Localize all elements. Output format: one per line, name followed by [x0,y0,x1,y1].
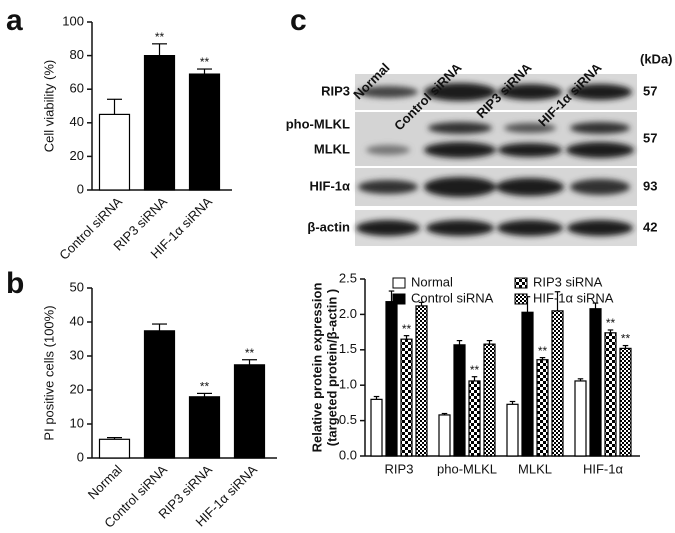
x-tick-label: HIF-1α [583,461,624,476]
significance: ** [606,316,616,330]
significance: ** [621,332,631,346]
blot [355,74,637,246]
bar [574,380,587,457]
kda-value: 42 [643,219,657,234]
y-tick-label: 40 [70,114,84,129]
y-axis-label: PI positive cells (100%) [41,305,56,440]
bar [233,364,266,459]
significance: ** [245,346,255,360]
legend-swatch [392,293,406,305]
bar [619,347,632,457]
y-axis-label: Cell viability (%) [41,60,56,152]
y-axis-label: Relative protein expression [309,283,324,453]
bar [468,380,481,457]
y-tick-label: 2.0 [339,306,357,321]
bar [506,403,519,457]
significance: ** [402,322,412,336]
legend-label: Normal [411,274,453,289]
bar [385,301,398,457]
kda-value: 57 [643,83,657,98]
x-tick-label: Normal [85,462,125,502]
legend-label: HIF-1α siRNA [533,290,614,305]
legend-swatch [392,277,406,289]
bar [483,343,496,457]
kda-value: 57 [643,130,657,145]
y-tick-label: 30 [70,347,84,362]
y-tick-label: 50 [70,279,84,294]
y-tick-label: 40 [70,313,84,328]
legend-label: Control siRNA [411,290,494,305]
significance: ** [470,363,480,377]
y-tick-label: 100 [62,13,84,28]
bar [536,359,549,457]
bar [143,330,176,459]
panel-letter: a [6,4,23,37]
blot-row-label: MLKL [314,141,350,156]
legend-label: RIP3 siRNA [533,274,603,289]
y-tick-label: 2.5 [339,270,357,285]
legend-swatch [514,277,528,289]
y-tick-label: 10 [70,415,84,430]
bar [98,113,131,191]
bar [521,311,534,457]
legend-swatch [514,293,528,305]
y-axis-label: (targeted protein/β-actin ) [324,289,339,446]
bar [188,396,221,459]
y-tick-label: 0 [77,449,84,464]
blot-row-label: RIP3 [321,83,350,98]
significance: ** [200,55,210,69]
y-tick-label: 0 [77,181,84,196]
bar [604,332,617,457]
y-tick-label: 20 [70,381,84,396]
panel-letter: c [290,4,307,37]
bar [453,344,466,457]
bar [400,338,413,457]
significance: ** [538,344,548,358]
bar [370,398,383,457]
y-tick-label: 80 [70,47,84,62]
y-tick-label: 60 [70,81,84,96]
x-tick-label: MLKL [518,461,552,476]
y-tick-label: 0.5 [339,412,357,427]
kda-unit: (kDa) [640,51,673,66]
y-tick-label: 0.0 [339,447,357,462]
blot-row-label: β-actin [307,219,350,234]
blot-row-label: pho-MLKL [286,116,350,131]
blot-bands [356,83,634,236]
kda-value: 93 [643,178,657,193]
panel-letter: b [6,267,24,300]
bar [415,305,428,457]
x-tick-label: RIP3 [385,461,414,476]
blot-row-label: HIF-1α [310,178,351,193]
significance: ** [155,30,165,44]
y-tick-label: 1.5 [339,341,357,356]
x-tick-label: pho-MLKL [437,461,497,476]
bar [589,308,602,457]
significance: ** [200,380,210,394]
bar [143,54,176,191]
y-tick-label: 20 [70,148,84,163]
bar [188,73,221,191]
bar [551,310,564,457]
y-tick-label: 1.0 [339,377,357,392]
bar [438,414,451,457]
bar [98,438,131,459]
x-tick-label: Control siRNA [56,194,125,263]
